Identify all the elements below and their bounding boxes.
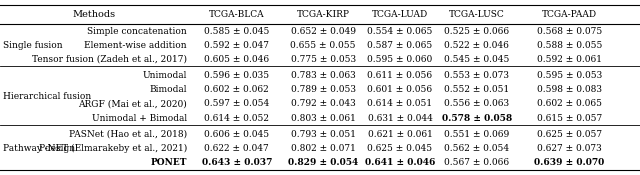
Text: Pathway design: Pathway design: [3, 144, 76, 153]
Text: 0.553 ± 0.073: 0.553 ± 0.073: [444, 71, 509, 80]
Text: 0.655 ± 0.055: 0.655 ± 0.055: [291, 41, 356, 50]
Text: 0.775 ± 0.053: 0.775 ± 0.053: [291, 55, 356, 64]
Text: TCGA-BLCA: TCGA-BLCA: [209, 10, 264, 19]
Text: 0.588 ± 0.055: 0.588 ± 0.055: [537, 41, 602, 50]
Text: 0.631 ± 0.044: 0.631 ± 0.044: [367, 114, 433, 122]
Text: 0.614 ± 0.051: 0.614 ± 0.051: [367, 99, 433, 108]
Text: 0.554 ± 0.065: 0.554 ± 0.065: [367, 26, 433, 36]
Text: 0.595 ± 0.053: 0.595 ± 0.053: [537, 71, 602, 80]
Text: 0.802 ± 0.071: 0.802 ± 0.071: [291, 144, 356, 153]
Text: Hierarchical fusion: Hierarchical fusion: [3, 92, 92, 101]
Text: 0.606 ± 0.045: 0.606 ± 0.045: [204, 130, 269, 139]
Text: Element-wise addition: Element-wise addition: [84, 41, 187, 50]
Text: 0.615 ± 0.057: 0.615 ± 0.057: [537, 114, 602, 122]
Text: 0.551 ± 0.069: 0.551 ± 0.069: [444, 130, 509, 139]
Text: 0.792 ± 0.043: 0.792 ± 0.043: [291, 99, 356, 108]
Text: Simple concatenation: Simple concatenation: [87, 26, 187, 36]
Text: 0.556 ± 0.063: 0.556 ± 0.063: [444, 99, 509, 108]
Text: P-NET (Elmarakeby et al., 2021): P-NET (Elmarakeby et al., 2021): [38, 144, 187, 153]
Text: 0.545 ± 0.045: 0.545 ± 0.045: [444, 55, 509, 64]
Text: PASNet (Hao et al., 2018): PASNet (Hao et al., 2018): [68, 130, 187, 139]
Text: 0.803 ± 0.061: 0.803 ± 0.061: [291, 114, 356, 122]
Text: 0.525 ± 0.066: 0.525 ± 0.066: [444, 26, 509, 36]
Text: 0.596 ± 0.035: 0.596 ± 0.035: [204, 71, 269, 80]
Text: 0.643 ± 0.037: 0.643 ± 0.037: [202, 158, 272, 167]
Text: 0.652 ± 0.049: 0.652 ± 0.049: [291, 26, 356, 36]
Text: Methods: Methods: [73, 10, 116, 19]
Text: 0.783 ± 0.063: 0.783 ± 0.063: [291, 71, 356, 80]
Text: 0.602 ± 0.065: 0.602 ± 0.065: [537, 99, 602, 108]
Text: 0.598 ± 0.083: 0.598 ± 0.083: [537, 85, 602, 94]
Text: Single fusion: Single fusion: [3, 41, 63, 50]
Text: 0.568 ± 0.075: 0.568 ± 0.075: [537, 26, 602, 36]
Text: 0.641 ± 0.046: 0.641 ± 0.046: [365, 158, 435, 167]
Text: 0.522 ± 0.046: 0.522 ± 0.046: [444, 41, 509, 50]
Text: 0.552 ± 0.051: 0.552 ± 0.051: [444, 85, 509, 94]
Text: PONET: PONET: [150, 158, 187, 167]
Text: 0.625 ± 0.057: 0.625 ± 0.057: [537, 130, 602, 139]
Text: 0.585 ± 0.045: 0.585 ± 0.045: [204, 26, 269, 36]
Text: 0.605 ± 0.046: 0.605 ± 0.046: [204, 55, 269, 64]
Text: Unimodal + Bimodal: Unimodal + Bimodal: [92, 114, 187, 122]
Text: 0.611 ± 0.056: 0.611 ± 0.056: [367, 71, 433, 80]
Text: 0.567 ± 0.066: 0.567 ± 0.066: [444, 158, 509, 167]
Text: 0.592 ± 0.047: 0.592 ± 0.047: [204, 41, 269, 50]
Text: TCGA-LUAD: TCGA-LUAD: [372, 10, 428, 19]
Text: 0.597 ± 0.054: 0.597 ± 0.054: [204, 99, 269, 108]
Text: Tensor fusion (Zadeh et al., 2017): Tensor fusion (Zadeh et al., 2017): [32, 55, 187, 64]
Text: 0.793 ± 0.051: 0.793 ± 0.051: [291, 130, 356, 139]
Text: Unimodal: Unimodal: [143, 71, 187, 80]
Text: TCGA-KIRP: TCGA-KIRP: [297, 10, 349, 19]
Text: 0.621 ± 0.061: 0.621 ± 0.061: [367, 130, 433, 139]
Text: 0.627 ± 0.073: 0.627 ± 0.073: [537, 144, 602, 153]
Text: 0.622 ± 0.047: 0.622 ± 0.047: [204, 144, 269, 153]
Text: 0.789 ± 0.053: 0.789 ± 0.053: [291, 85, 356, 94]
Text: 0.829 ± 0.054: 0.829 ± 0.054: [288, 158, 358, 167]
Text: TCGA-LUSC: TCGA-LUSC: [449, 10, 505, 19]
Text: 0.601 ± 0.056: 0.601 ± 0.056: [367, 85, 433, 94]
Text: ARGF (Mai et al., 2020): ARGF (Mai et al., 2020): [78, 99, 187, 108]
Text: TCGA-PAAD: TCGA-PAAD: [542, 10, 597, 19]
Text: 0.592 ± 0.061: 0.592 ± 0.061: [537, 55, 602, 64]
Text: 0.562 ± 0.054: 0.562 ± 0.054: [444, 144, 509, 153]
Text: 0.587 ± 0.065: 0.587 ± 0.065: [367, 41, 433, 50]
Text: 0.625 ± 0.045: 0.625 ± 0.045: [367, 144, 433, 153]
Text: Bimodal: Bimodal: [149, 85, 187, 94]
Text: 0.595 ± 0.060: 0.595 ± 0.060: [367, 55, 433, 64]
Text: 0.639 ± 0.070: 0.639 ± 0.070: [534, 158, 605, 167]
Text: 0.578 ± 0.058: 0.578 ± 0.058: [442, 114, 512, 122]
Text: 0.602 ± 0.062: 0.602 ± 0.062: [204, 85, 269, 94]
Text: 0.614 ± 0.052: 0.614 ± 0.052: [204, 114, 269, 122]
